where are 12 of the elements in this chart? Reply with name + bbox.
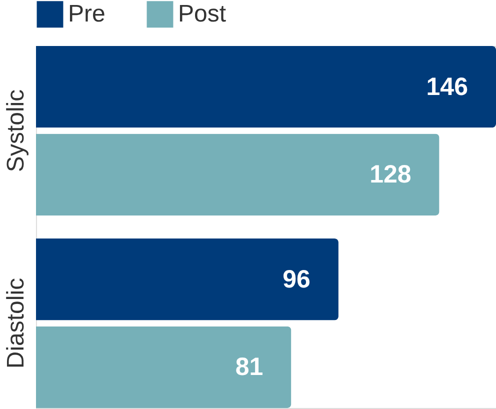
data-label: 146 bbox=[426, 72, 468, 101]
bar bbox=[36, 238, 338, 320]
y-tick-label: Systolic bbox=[2, 89, 30, 172]
legend-label: Post bbox=[178, 0, 226, 28]
legend-label: Pre bbox=[68, 0, 106, 28]
bar bbox=[36, 46, 496, 128]
bar bbox=[36, 134, 440, 216]
y-tick-label: Diastolic bbox=[2, 278, 30, 369]
bar bbox=[36, 326, 292, 408]
data-label: 128 bbox=[370, 160, 412, 189]
data-label: 81 bbox=[235, 353, 264, 382]
data-label: 96 bbox=[282, 265, 310, 294]
